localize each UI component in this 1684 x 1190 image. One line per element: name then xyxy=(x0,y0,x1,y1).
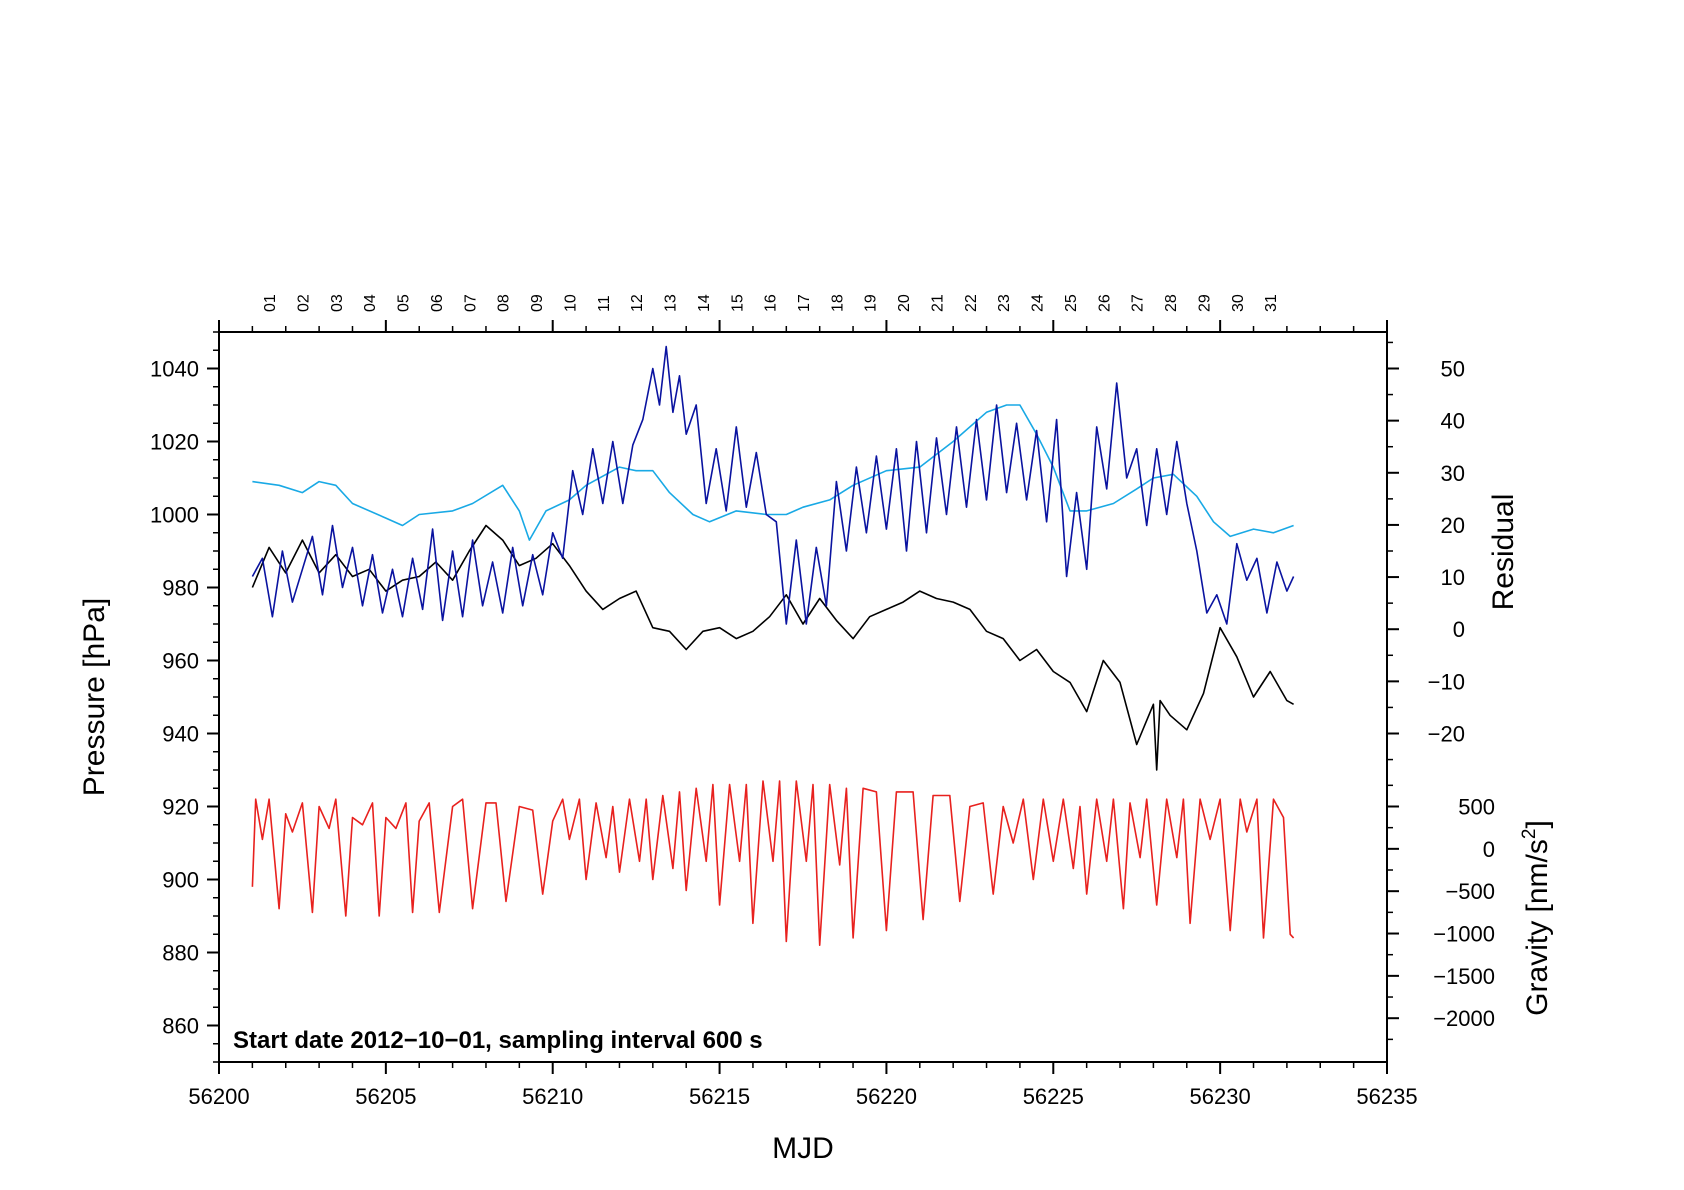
day-label: 10 xyxy=(562,294,579,312)
day-label: 21 xyxy=(930,294,947,312)
y-tick-label: 1020 xyxy=(150,430,199,455)
y-tick-label: 880 xyxy=(162,941,199,966)
day-label: 11 xyxy=(596,295,613,312)
gravity-axis-title-end: ] xyxy=(1521,820,1554,828)
y-tick-label: 940 xyxy=(162,722,199,747)
day-label: 26 xyxy=(1096,294,1113,312)
day-label: 05 xyxy=(396,294,413,312)
day-label: 12 xyxy=(629,294,646,312)
gravity-tick-label: −500 xyxy=(1445,879,1495,904)
day-label: 17 xyxy=(796,294,813,312)
day-label: 04 xyxy=(362,294,379,312)
day-label: 03 xyxy=(329,294,346,312)
day-label: 31 xyxy=(1263,294,1280,312)
day-label: 01 xyxy=(262,294,279,312)
y-tick-label: 960 xyxy=(162,649,199,674)
y-tick-label: 980 xyxy=(162,576,199,601)
residual-tick-label: 0 xyxy=(1453,617,1465,642)
residual-tick-label: 40 xyxy=(1441,409,1465,434)
day-label: 07 xyxy=(462,294,479,312)
residual-axis-title: Residual xyxy=(1487,494,1520,611)
axis-layer: 56200 56205 56210 56215 56220 56225 56230 56235… xyxy=(150,294,1495,1109)
gravity-tick-label: −1500 xyxy=(1433,964,1495,989)
day-label: 13 xyxy=(663,294,680,312)
gravity-tick-label: −2000 xyxy=(1433,1006,1495,1031)
day-label: 08 xyxy=(496,294,513,312)
residual-tick-label: 30 xyxy=(1441,461,1465,486)
day-label: 23 xyxy=(996,294,1013,312)
residual-tick-label: −10 xyxy=(1428,669,1465,694)
residual-tick-label: 10 xyxy=(1441,565,1465,590)
series-layer xyxy=(251,345,1295,946)
x-tick-label: 56220 xyxy=(856,1084,917,1109)
series-pressure-black xyxy=(251,524,1294,771)
day-label: 06 xyxy=(429,294,446,312)
y-tick-label: 1040 xyxy=(150,357,199,382)
chart-annotation: Start date 2012−10−01, sampling interval… xyxy=(233,1027,763,1054)
x-tick-label: 56210 xyxy=(522,1084,583,1109)
day-label: 28 xyxy=(1163,294,1180,312)
day-label: 19 xyxy=(863,294,880,312)
day-label: 02 xyxy=(295,294,312,312)
x-axis-title: MJD xyxy=(772,1132,834,1165)
day-label: 30 xyxy=(1230,294,1247,312)
x-tick-label: 56215 xyxy=(689,1084,750,1109)
gravity-tick-label: 0 xyxy=(1483,837,1495,862)
day-label: 29 xyxy=(1197,294,1214,312)
gravity-tick-label: −1000 xyxy=(1433,922,1495,947)
day-label: 25 xyxy=(1063,294,1080,312)
residual-tick-label: 20 xyxy=(1441,513,1465,538)
day-label: 14 xyxy=(696,294,713,312)
x-tick-label: 56205 xyxy=(355,1084,416,1109)
y-tick-label: 1000 xyxy=(150,503,199,528)
residual-tick-label: 50 xyxy=(1441,357,1465,382)
plot-frame xyxy=(218,331,1388,1063)
gravity-tick-label: 500 xyxy=(1458,795,1495,820)
day-label: 09 xyxy=(529,294,546,312)
residual-tick-label: −20 xyxy=(1428,722,1465,747)
day-label: 22 xyxy=(963,294,980,312)
y-tick-label: 920 xyxy=(162,795,199,820)
series-gravity xyxy=(251,780,1295,946)
day-label: 27 xyxy=(1130,294,1147,312)
gravity-axis-title-sup: 2 xyxy=(1519,829,1540,840)
y-tick-label: 900 xyxy=(162,868,199,893)
day-label: 18 xyxy=(829,294,846,312)
day-label: 20 xyxy=(896,294,913,312)
x-tick-label: 56225 xyxy=(1023,1084,1084,1109)
pressure-axis-title: Pressure [hPa] xyxy=(78,598,111,796)
gravity-axis-title-main: Gravity [nm/s xyxy=(1521,839,1554,1016)
x-tick-label: 56200 xyxy=(188,1084,249,1109)
gravity-axis-title: Gravity [nm/s2] xyxy=(1519,820,1554,1016)
y-tick-label: 860 xyxy=(162,1014,199,1039)
x-tick-label: 56235 xyxy=(1356,1084,1417,1109)
series-residual xyxy=(251,345,1295,625)
day-label: 24 xyxy=(1030,294,1047,312)
day-label: 16 xyxy=(763,294,780,312)
x-tick-label: 56230 xyxy=(1190,1084,1251,1109)
day-label: 15 xyxy=(729,294,746,312)
